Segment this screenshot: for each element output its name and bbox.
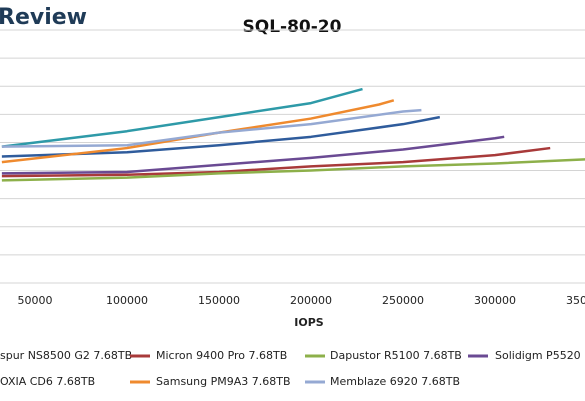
x-tick-label: 50000 [18,294,53,307]
series-line [1,146,551,178]
series-line [1,115,441,158]
series-line [1,108,422,148]
series-line [1,99,395,164]
legend-label: OXIA CD6 7.68TB [0,375,95,388]
x-tick-label: 150000 [198,294,240,307]
x-tick-label: 100000 [106,294,148,307]
series-line [1,87,363,148]
series-line [1,158,585,182]
legend-label: Micron 9400 Pro 7.68TB [156,349,287,362]
x-tick-label: 250000 [382,294,424,307]
legend-label: spur NS8500 G2 7.68TB [0,349,132,362]
x-tick-label: 350000 [566,294,585,307]
x-tick-label: 200000 [290,294,332,307]
x-axis-label: IOPS [294,316,324,329]
series-line [1,135,505,175]
legend-label: Solidigm P5520 7 [495,349,585,362]
logo: Review [0,5,87,30]
legend-label: Dapustor R5100 7.68TB [330,349,462,362]
x-tick-label: 300000 [474,294,516,307]
chart-title: SQL-80-20 [243,17,342,37]
legend-label: Memblaze 6920 7.68TB [330,375,460,388]
legend-label: Samsung PM9A3 7.68TB [156,375,291,388]
